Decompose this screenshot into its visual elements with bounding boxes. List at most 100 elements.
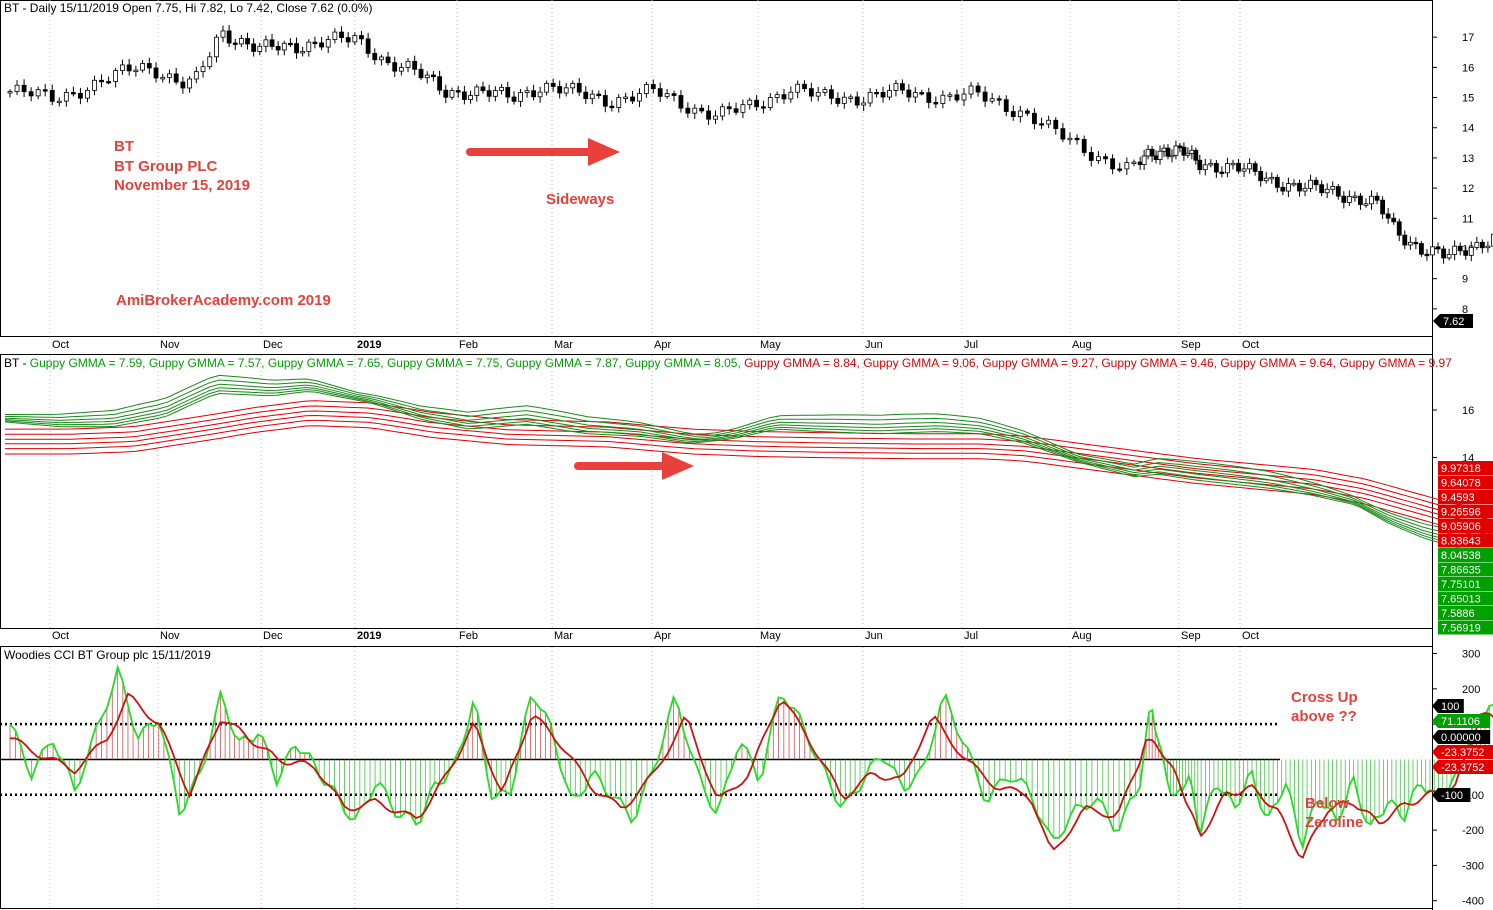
candle-body bbox=[42, 89, 48, 92]
gmma-tag-value: 7.56919 bbox=[1441, 623, 1481, 635]
candle-body bbox=[226, 30, 232, 44]
candle-body bbox=[788, 91, 794, 100]
candle-body bbox=[774, 94, 780, 98]
candle-body bbox=[365, 38, 371, 54]
candle-body bbox=[7, 91, 13, 94]
candle-body bbox=[802, 83, 807, 90]
candle-body bbox=[92, 79, 97, 91]
candle-body bbox=[1369, 195, 1374, 205]
candle-body bbox=[1374, 195, 1380, 201]
candle-body bbox=[940, 94, 946, 104]
month-label: Jun bbox=[865, 630, 883, 642]
candle-body bbox=[455, 90, 461, 93]
annotation-ticker: BT bbox=[114, 138, 134, 155]
candle-body bbox=[437, 76, 443, 91]
month-label: Jun bbox=[865, 339, 883, 351]
candle-body bbox=[1324, 188, 1330, 194]
candle-body bbox=[767, 97, 773, 108]
annotation-company: BT Group PLC bbox=[114, 158, 217, 175]
candle-body bbox=[140, 63, 145, 71]
candle-body bbox=[113, 70, 119, 82]
candle-body bbox=[1067, 137, 1073, 141]
candle-body bbox=[961, 93, 967, 101]
candle-body bbox=[719, 106, 725, 117]
candle-body bbox=[919, 92, 925, 95]
candle-body bbox=[678, 95, 684, 109]
gmma-header: BT - Guppy GMMA = 7.59, Guppy GMMA = 7.5… bbox=[4, 356, 1452, 370]
gmma-tag-bg bbox=[1438, 591, 1493, 606]
candle-body bbox=[1452, 245, 1458, 255]
candle-body bbox=[671, 93, 677, 96]
candle-body bbox=[706, 110, 711, 120]
panel-frames bbox=[0, 0, 1433, 910]
gmma-tag-value: 7.75101 bbox=[1441, 579, 1481, 591]
cci-series bbox=[9, 664, 1493, 859]
candle-body bbox=[1446, 253, 1452, 259]
candle-body bbox=[1225, 163, 1230, 174]
candle-body bbox=[167, 73, 172, 78]
candle-body bbox=[263, 39, 269, 47]
candle-body bbox=[874, 91, 879, 95]
candle-body bbox=[1258, 170, 1264, 182]
month-label: Aug bbox=[1072, 339, 1092, 351]
candle-body bbox=[1202, 164, 1208, 171]
gmma-short-line bbox=[4, 386, 1493, 543]
candle-body bbox=[861, 102, 867, 106]
candle-body bbox=[1060, 128, 1066, 140]
candle-body bbox=[1117, 168, 1123, 171]
candle-body bbox=[492, 90, 498, 97]
cci-levels bbox=[0, 722, 1280, 797]
candle-body bbox=[486, 90, 492, 97]
candle-body bbox=[1003, 99, 1009, 112]
gmma-tag-bg bbox=[1438, 562, 1493, 577]
candle-body bbox=[1435, 246, 1441, 250]
candle-body bbox=[214, 36, 219, 58]
cci-tag-value: 71.1106 bbox=[1441, 716, 1480, 728]
candle-body bbox=[70, 92, 76, 95]
candle-body bbox=[975, 85, 981, 93]
candle-body bbox=[385, 56, 391, 64]
candle-body bbox=[505, 87, 511, 98]
candle-body bbox=[1286, 183, 1291, 192]
candle-body bbox=[187, 78, 193, 89]
candle-body bbox=[692, 107, 698, 114]
candle-body bbox=[733, 108, 739, 113]
candle-body bbox=[893, 83, 899, 91]
candle-body bbox=[63, 92, 69, 102]
month-label: 2019 bbox=[357, 339, 381, 351]
legend-item: Guppy GMMA = 9.64, bbox=[1220, 356, 1339, 370]
candle-body bbox=[275, 46, 281, 51]
candle-body bbox=[1230, 162, 1236, 166]
cci-tag-bg bbox=[1432, 788, 1471, 802]
candle-body bbox=[1380, 199, 1386, 215]
candle-body bbox=[372, 53, 378, 61]
candle-body bbox=[1161, 147, 1167, 152]
candle-body bbox=[524, 90, 530, 93]
candle-body bbox=[1219, 171, 1225, 174]
gmma-tag-bg bbox=[1438, 490, 1493, 504]
candle-body bbox=[1468, 247, 1474, 256]
month-label: Oct bbox=[1242, 339, 1259, 351]
candle-body bbox=[160, 77, 166, 80]
gmma-tag-bg bbox=[1438, 577, 1493, 591]
candle-body bbox=[443, 89, 449, 98]
candle-body bbox=[1269, 176, 1275, 180]
gmma-end-tags: 9.97318 9.64078 9.4593 9.26596 9.05906 8.8364… bbox=[1438, 461, 1493, 635]
month-label: 2019 bbox=[357, 630, 381, 642]
candle-body bbox=[630, 96, 635, 102]
candle-body bbox=[1274, 176, 1280, 188]
cci-header: Woodies CCI BT Group plc 15/11/2019 bbox=[4, 648, 211, 662]
candle-body bbox=[650, 84, 656, 90]
candle-body bbox=[835, 97, 841, 104]
candle-body bbox=[589, 93, 595, 100]
candle-body bbox=[699, 107, 705, 112]
candle-body bbox=[245, 38, 250, 45]
cci-tag-value: -100 bbox=[1441, 790, 1463, 802]
candle-body bbox=[1358, 195, 1363, 205]
candle-body bbox=[781, 94, 787, 100]
gmma-short-line bbox=[5, 374, 1493, 532]
candle-body bbox=[1088, 152, 1094, 161]
candle-body bbox=[1297, 182, 1302, 192]
